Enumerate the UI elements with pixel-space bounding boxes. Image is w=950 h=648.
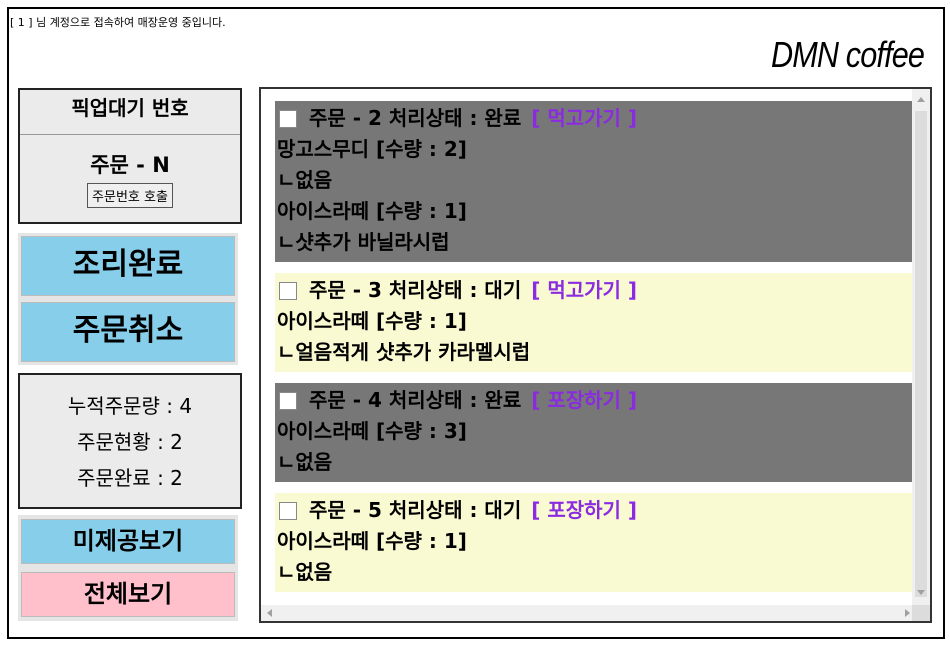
scroll-left-icon[interactable] [267, 609, 272, 617]
session-status: [ 1 ] 님 계정으로 접속하여 매장운영 중입니다. [10, 16, 226, 29]
pickup-panel: 픽업대기 번호 주문 - N 주문번호 호출 [18, 88, 242, 224]
order-card[interactable]: 주문 - 4 처리상태 : 완료 [ 포장하기 ] 아이스라떼 [수량 : 3]… [275, 383, 917, 482]
order-line: 아이스라떼 [수량 : 1] [277, 529, 467, 553]
order-title: 주문 - 2 처리상태 : 완료 [309, 106, 522, 130]
order-title: 주문 - 5 처리상태 : 대기 [309, 498, 522, 522]
complete-cooking-button[interactable]: 조리완료 [21, 236, 235, 296]
view-all-button[interactable]: 전체보기 [21, 572, 235, 617]
cancel-order-button[interactable]: 주문취소 [21, 302, 235, 362]
order-card[interactable]: 주문 - 5 처리상태 : 대기 [ 포장하기 ] 아이스라떼 [수량 : 1]… [275, 493, 917, 592]
pickup-title: 픽업대기 번호 [20, 90, 240, 135]
order-line: 망고스무디 [수량 : 2] [277, 137, 467, 161]
horizontal-scrollbar[interactable] [261, 605, 916, 621]
app-frame [7, 7, 945, 639]
order-line: 아이스라떼 [수량 : 3] [277, 419, 467, 443]
order-checkbox[interactable] [279, 501, 297, 520]
pickup-number: 주문 - N [90, 153, 170, 177]
stat-completed: 주문완료 : 2 [77, 466, 183, 490]
scroll-right-icon[interactable] [905, 609, 910, 617]
order-line: ㄴ없음 [277, 168, 333, 192]
order-type: [ 먹고가기 ] [531, 278, 638, 302]
scroll-thumb[interactable] [915, 111, 927, 597]
call-order-button[interactable]: 주문번호 호출 [87, 183, 173, 208]
order-card[interactable]: 주문 - 3 처리상태 : 대기 [ 먹고가기 ] 아이스라떼 [수량 : 1]… [275, 273, 917, 372]
action-buttons: 조리완료 주문취소 [18, 233, 238, 365]
order-line: ㄴ없음 [277, 560, 333, 584]
order-line: ㄴ얼음적게 샷추가 카라멜시럽 [277, 340, 531, 364]
order-list: 주문 - 2 처리상태 : 완료 [ 먹고가기 ] 망고스무디 [수량 : 2]… [275, 101, 917, 603]
view-buttons: 미제공보기 전체보기 [18, 515, 238, 621]
order-type: [ 포장하기 ] [531, 388, 638, 412]
stat-total: 누적주문량 : 4 [67, 394, 193, 418]
order-list-panel: 주문 - 2 처리상태 : 완료 [ 먹고가기 ] 망고스무디 [수량 : 2]… [259, 87, 932, 623]
order-checkbox[interactable] [279, 281, 297, 300]
order-title: 주문 - 3 처리상태 : 대기 [309, 278, 522, 302]
order-checkbox[interactable] [279, 109, 297, 128]
order-header: 주문 - 4 처리상태 : 완료 [ 포장하기 ] [277, 385, 915, 416]
order-checkbox[interactable] [279, 391, 297, 410]
stat-current: 주문현황 : 2 [77, 430, 183, 454]
order-header: 주문 - 5 처리상태 : 대기 [ 포장하기 ] [277, 495, 915, 526]
view-pending-button[interactable]: 미제공보기 [21, 519, 235, 564]
order-line: ㄴ없음 [277, 450, 333, 474]
vertical-scrollbar[interactable] [912, 89, 930, 621]
scroll-corner [912, 605, 930, 621]
order-type: [ 먹고가기 ] [531, 106, 638, 130]
order-header: 주문 - 3 처리상태 : 대기 [ 먹고가기 ] [277, 275, 915, 306]
order-title: 주문 - 4 처리상태 : 완료 [309, 388, 522, 412]
order-header: 주문 - 2 처리상태 : 완료 [ 먹고가기 ] [277, 103, 915, 134]
scroll-up-icon[interactable] [917, 97, 925, 102]
order-line: 아이스라떼 [수량 : 1] [277, 309, 467, 333]
scroll-down-icon[interactable] [917, 590, 925, 595]
order-line: ㄴ샷추가 바닐라시럽 [277, 230, 450, 254]
order-line: 아이스라떼 [수량 : 1] [277, 199, 467, 223]
order-card[interactable]: 주문 - 2 처리상태 : 완료 [ 먹고가기 ] 망고스무디 [수량 : 2]… [275, 101, 917, 262]
order-type: [ 포장하기 ] [531, 498, 638, 522]
order-stats: 누적주문량 : 4 주문현황 : 2 주문완료 : 2 [18, 373, 242, 509]
brand-logo: DMN coffee [770, 34, 925, 75]
